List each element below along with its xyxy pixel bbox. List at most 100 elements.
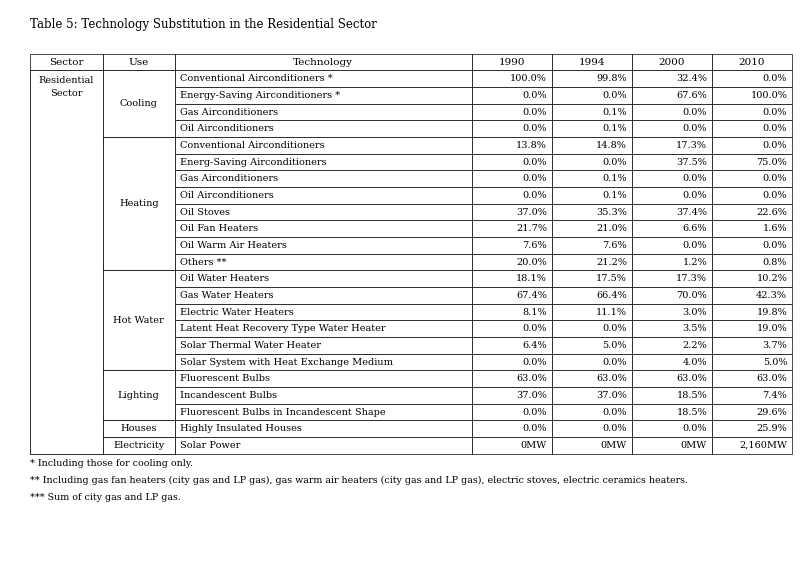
Text: 32.4%: 32.4% (676, 74, 707, 83)
Bar (632, 137, 712, 154)
Bar (552, 270, 632, 287)
Bar (552, 171, 632, 187)
Bar (102, 370, 175, 387)
Text: 0.0%: 0.0% (762, 241, 787, 250)
Text: 0.0%: 0.0% (682, 107, 707, 116)
Bar (175, 437, 472, 454)
Bar (102, 70, 175, 87)
Text: *** Sum of city gas and LP gas.: *** Sum of city gas and LP gas. (30, 493, 182, 502)
Bar (712, 237, 792, 254)
Bar (712, 437, 792, 454)
Bar (175, 137, 472, 154)
Bar (102, 270, 175, 371)
Bar (632, 420, 712, 437)
Text: Highly Insulated Houses: Highly Insulated Houses (180, 424, 302, 433)
Text: Fluorescent Bulbs: Fluorescent Bulbs (180, 374, 270, 383)
Text: Electricity: Electricity (113, 441, 164, 450)
Text: 11.1%: 11.1% (596, 307, 627, 316)
Bar (472, 420, 552, 437)
Bar (552, 437, 632, 454)
Bar (632, 287, 712, 303)
Text: 0.0%: 0.0% (522, 324, 547, 333)
Text: 100.0%: 100.0% (750, 91, 787, 100)
Bar (552, 204, 632, 220)
Text: 29.6%: 29.6% (757, 407, 787, 416)
Text: 0.0%: 0.0% (522, 358, 547, 367)
Text: 22.6%: 22.6% (756, 207, 787, 216)
Bar (472, 104, 552, 120)
Bar (102, 104, 175, 120)
Text: 63.0%: 63.0% (516, 374, 547, 383)
Bar (175, 304, 472, 320)
Bar (632, 70, 712, 87)
Bar (632, 154, 712, 170)
Text: 3.5%: 3.5% (682, 324, 707, 333)
Bar (552, 370, 632, 387)
Bar (175, 120, 472, 137)
Text: 0MW: 0MW (601, 441, 627, 450)
Text: 0.0%: 0.0% (522, 407, 547, 416)
Bar (30, 171, 102, 187)
Bar (175, 104, 472, 120)
Bar (175, 270, 472, 287)
Bar (632, 337, 712, 354)
Bar (712, 320, 792, 337)
Bar (102, 237, 175, 254)
Bar (30, 320, 102, 337)
Text: 35.3%: 35.3% (596, 207, 627, 216)
Text: 8.1%: 8.1% (522, 307, 547, 316)
Text: 0.0%: 0.0% (602, 407, 627, 416)
Bar (175, 287, 472, 303)
Bar (30, 437, 102, 454)
Bar (712, 104, 792, 120)
Text: Energ-Saving Airconditioners: Energ-Saving Airconditioners (180, 158, 326, 167)
Bar (30, 420, 102, 437)
Bar (712, 254, 792, 270)
Text: 7.4%: 7.4% (762, 391, 787, 400)
Bar (552, 304, 632, 320)
Bar (632, 237, 712, 254)
Bar (472, 320, 552, 337)
Text: 1.6%: 1.6% (762, 224, 787, 233)
Text: 37.4%: 37.4% (676, 207, 707, 216)
Text: 0.0%: 0.0% (762, 124, 787, 133)
Bar (712, 220, 792, 237)
Text: 5.0%: 5.0% (762, 358, 787, 367)
Bar (102, 120, 175, 137)
Bar (102, 137, 175, 270)
Text: 25.9%: 25.9% (757, 424, 787, 433)
Text: 0MW: 0MW (681, 441, 707, 450)
Bar (552, 154, 632, 170)
Text: Oil Airconditioners: Oil Airconditioners (180, 191, 274, 200)
Bar (102, 70, 175, 137)
Text: 75.0%: 75.0% (757, 158, 787, 167)
Text: Houses: Houses (121, 424, 157, 433)
Bar (472, 137, 552, 154)
Bar (552, 287, 632, 303)
Bar (552, 387, 632, 403)
Bar (552, 337, 632, 354)
Bar (632, 270, 712, 287)
Bar (712, 287, 792, 303)
Text: Incandescent Bulbs: Incandescent Bulbs (180, 391, 277, 400)
Bar (712, 187, 792, 203)
Bar (712, 337, 792, 354)
Text: Oil Warm Air Heaters: Oil Warm Air Heaters (180, 241, 286, 250)
Bar (712, 403, 792, 420)
Text: 0.0%: 0.0% (602, 91, 627, 100)
Bar (472, 70, 552, 87)
Bar (552, 220, 632, 237)
Text: 3.0%: 3.0% (682, 307, 707, 316)
Text: Solar Thermal Water Heater: Solar Thermal Water Heater (180, 341, 321, 350)
Text: Oil Stoves: Oil Stoves (180, 207, 230, 216)
Text: 0.0%: 0.0% (682, 124, 707, 133)
Bar (102, 403, 175, 420)
Text: 17.3%: 17.3% (676, 141, 707, 150)
Text: 19.8%: 19.8% (757, 307, 787, 316)
Bar (30, 237, 102, 254)
Text: 0.0%: 0.0% (762, 191, 787, 200)
Bar (102, 304, 175, 320)
Bar (175, 54, 472, 70)
Bar (30, 387, 102, 403)
Bar (552, 237, 632, 254)
